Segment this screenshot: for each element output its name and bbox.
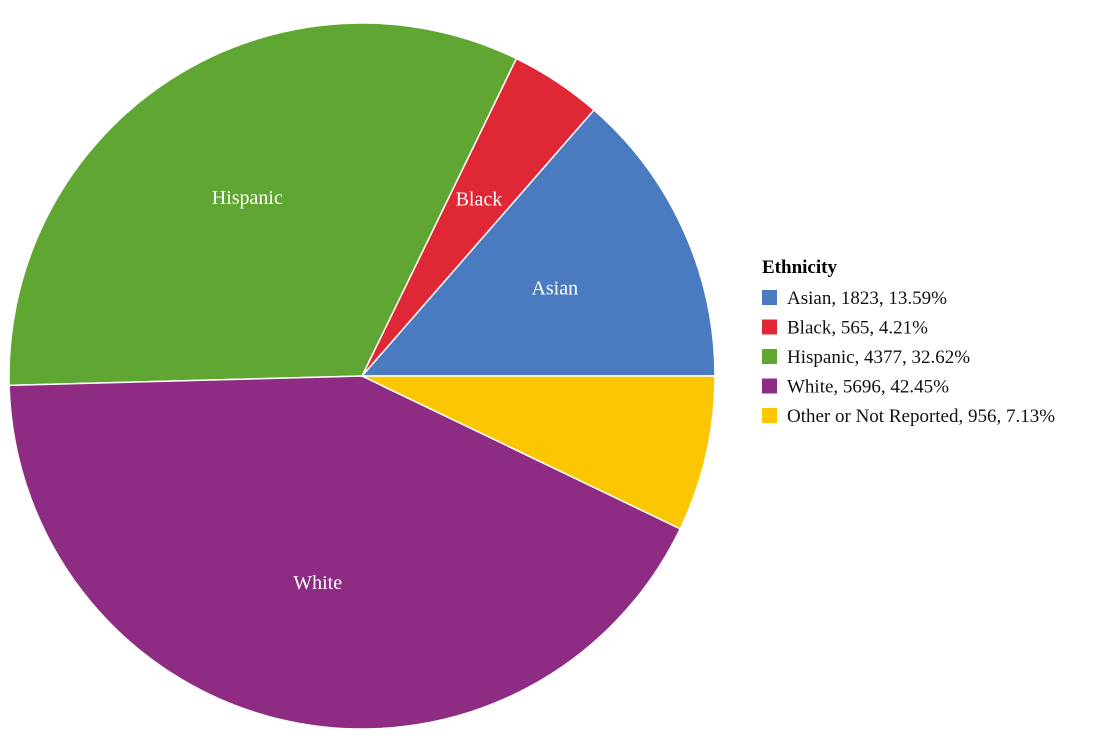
slice-label-black: Black	[456, 188, 503, 210]
legend-swatch-black	[762, 319, 777, 335]
legend-label-black: Black, 565, 4.21%	[787, 318, 928, 339]
legend-swatch-asian	[762, 290, 777, 305]
pie-slice-white	[8, 375, 682, 730]
legend-items: Asian, 1823, 13.59% Black, 565, 4.21% Hisp…	[762, 288, 1055, 427]
pie-slices	[8, 22, 716, 730]
slice-label-hispanic: Hispanic	[212, 187, 283, 209]
slice-label-white: White	[293, 572, 342, 594]
legend-swatch-other-or-not-reported	[762, 408, 777, 423]
legend-label-hispanic: Hispanic, 4377, 32.62%	[787, 347, 970, 368]
legend-label-white: White, 5696, 42.45%	[787, 377, 949, 398]
pie-slice-hispanic	[8, 22, 518, 387]
pie-slice-asian	[360, 108, 716, 377]
legend-title: Ethnicity	[762, 257, 837, 278]
legend-label-other-or-not-reported: Other or Not Reported, 956, 7.13%	[787, 406, 1055, 427]
pie-slice-labels: Asian Black Hispanic White	[212, 187, 578, 594]
legend-swatch-hispanic	[762, 349, 777, 364]
legend-swatch-white	[762, 378, 777, 394]
legend: Ethnicity Asian, 1823, 13.59% Black, 565,…	[762, 257, 1055, 427]
slice-label-asian: Asian	[531, 277, 578, 299]
pie-slice-other-or-not-reported	[361, 375, 716, 530]
legend-label-asian: Asian, 1823, 13.59%	[787, 288, 947, 309]
